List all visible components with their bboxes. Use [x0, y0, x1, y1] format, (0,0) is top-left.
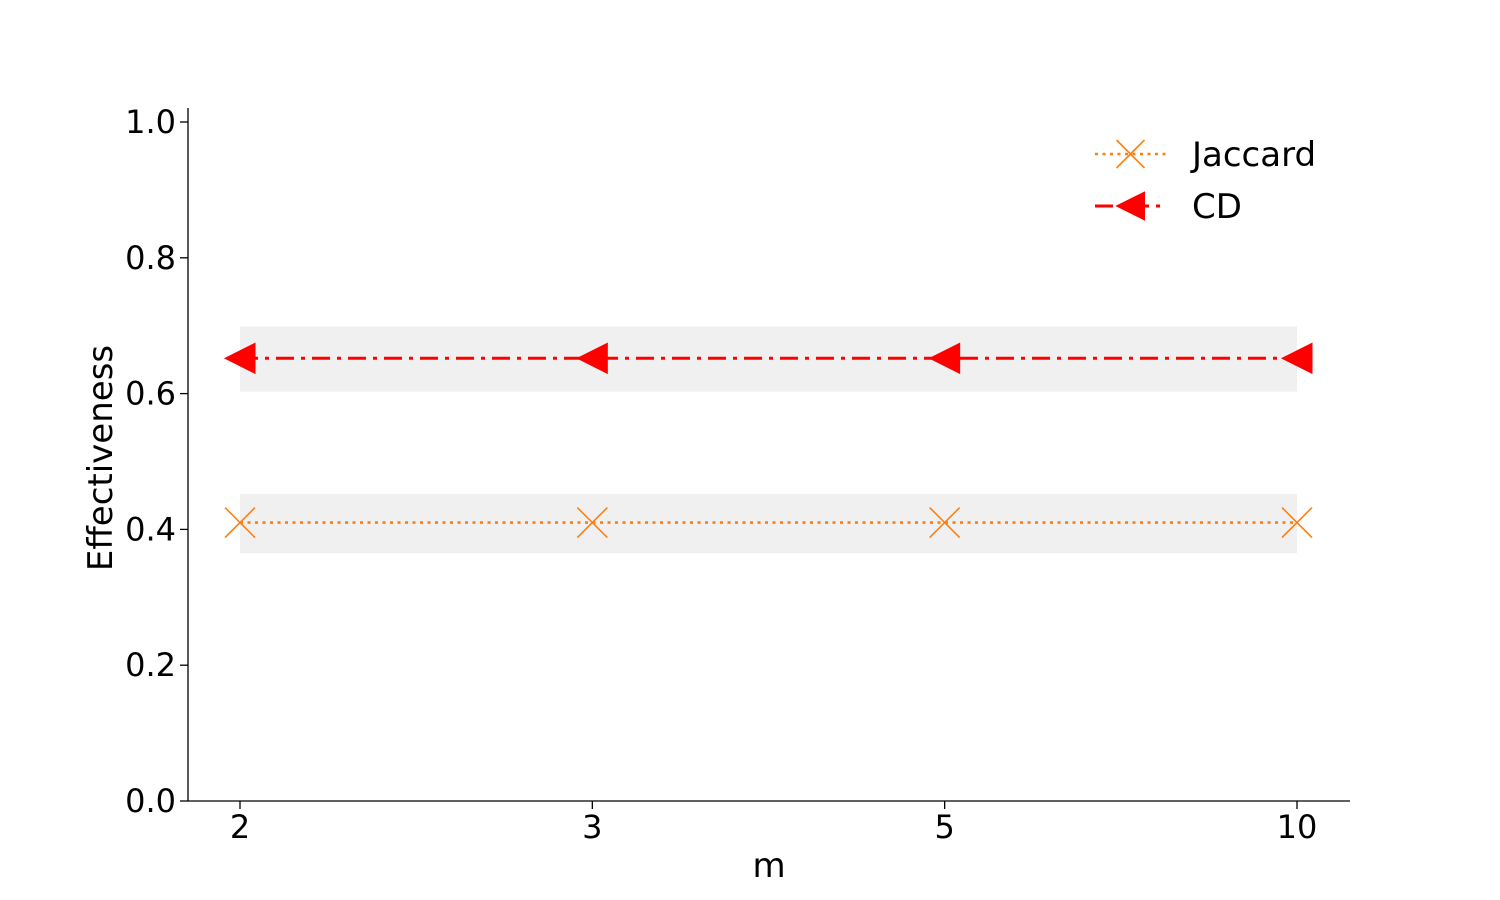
confidence-band-jaccard [240, 494, 1297, 554]
data-point-jaccard [1281, 507, 1313, 539]
x-tick-label: 5 [934, 808, 954, 846]
x-axis-label: m [752, 846, 785, 886]
data-point-jaccard [224, 507, 256, 539]
series-lines [223, 342, 1313, 539]
x-tick-label: 3 [582, 808, 602, 846]
y-tick-label: 0.6 [125, 375, 176, 413]
legend-label: CD [1192, 187, 1242, 227]
y-tick-label: 0.8 [125, 239, 176, 277]
x-tick-label: 10 [1277, 808, 1318, 846]
legend-label: Jaccard [1190, 135, 1316, 175]
x-tick-label: 2 [230, 808, 250, 846]
y-axis-label: Effectiveness [81, 345, 121, 571]
y-tick-label: 1.0 [125, 103, 176, 141]
legend-item-jaccard: Jaccard [1095, 135, 1316, 175]
legend-marker [1115, 191, 1145, 221]
data-point-jaccard [929, 507, 961, 539]
y-tick-label: 0.4 [125, 510, 176, 548]
data-point-cd [223, 342, 256, 375]
series-cd [223, 342, 1313, 375]
legend: Jaccard CD [1095, 135, 1316, 227]
data-point-jaccard [576, 507, 608, 539]
confidence-bands [240, 326, 1297, 554]
y-ticks: 0.0 0.2 0.4 0.6 0.8 1.0 [125, 103, 188, 820]
axes [187, 108, 1350, 802]
series-jaccard [224, 507, 1313, 539]
legend-item-cd: CD [1095, 187, 1242, 227]
x-ticks: 2 3 5 10 [230, 801, 1318, 846]
y-tick-label: 0.0 [125, 782, 176, 820]
data-point-cd [1280, 342, 1313, 375]
data-point-cd [928, 342, 961, 375]
y-tick-label: 0.2 [125, 646, 176, 684]
legend-marker [1115, 139, 1146, 169]
data-point-cd [576, 342, 608, 375]
